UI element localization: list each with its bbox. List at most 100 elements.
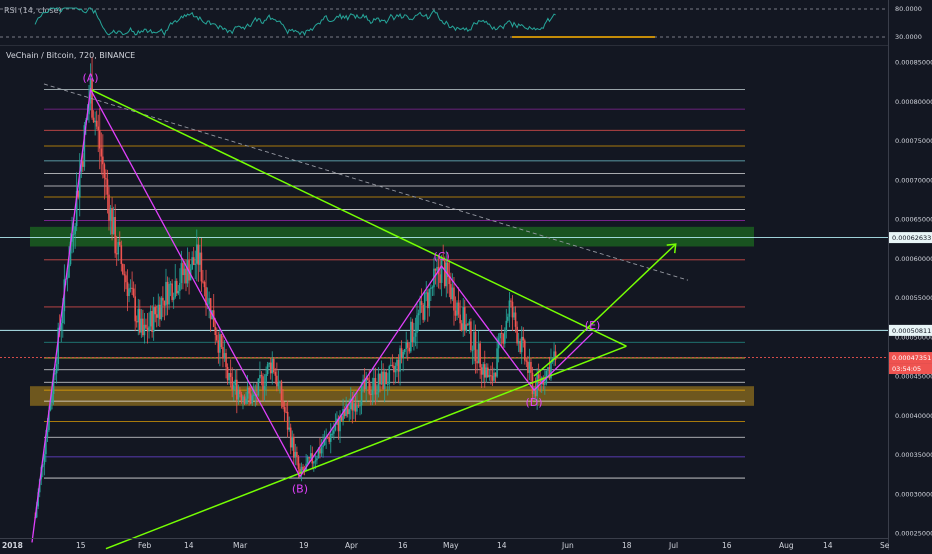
candle[interactable] [483,350,486,388]
candle[interactable] [457,287,460,318]
candle[interactable] [105,169,107,196]
candle[interactable] [199,244,201,272]
candle[interactable] [533,385,535,401]
candle[interactable] [397,354,400,384]
candle[interactable] [383,368,386,403]
candle[interactable] [162,286,164,318]
candle[interactable] [530,357,532,382]
candle[interactable] [467,323,469,326]
candle[interactable] [494,372,497,383]
candle[interactable] [132,281,135,298]
candle[interactable] [451,273,454,302]
candle[interactable] [428,288,431,317]
candle[interactable] [334,413,337,432]
candle[interactable] [106,169,109,214]
candle[interactable] [380,360,383,386]
candle[interactable] [459,300,461,331]
candle[interactable] [260,371,263,386]
candle[interactable] [426,289,429,322]
candle[interactable] [448,260,451,298]
candle[interactable] [505,308,508,339]
candle[interactable] [500,324,503,348]
candle[interactable] [194,250,197,280]
candle[interactable] [269,358,272,380]
candle[interactable] [154,304,156,323]
wave-label[interactable]: (A) [82,71,98,84]
candle[interactable] [366,377,369,381]
candle[interactable] [179,268,181,300]
candle[interactable] [430,284,432,302]
abcde-wave-path[interactable] [31,87,594,543]
candle[interactable] [94,111,96,136]
candle[interactable] [524,338,526,365]
candle[interactable] [100,132,103,175]
candle[interactable] [152,296,155,341]
candle[interactable] [480,364,483,389]
candle[interactable] [553,342,555,367]
candle[interactable] [289,423,292,455]
candle[interactable] [360,381,363,415]
candle[interactable] [539,371,541,393]
candle[interactable] [328,433,331,445]
candle[interactable] [508,291,511,328]
candle[interactable] [95,110,98,130]
candle[interactable] [166,276,169,316]
candle[interactable] [391,354,394,368]
candle[interactable] [454,296,457,321]
rsi-label[interactable]: RSI (14, close) [4,6,62,15]
candle[interactable] [496,336,498,378]
candle[interactable] [544,370,546,395]
candle[interactable] [471,345,474,365]
candle[interactable] [499,332,501,345]
candle[interactable] [103,162,106,200]
candle[interactable] [197,237,200,282]
candle[interactable] [377,367,380,398]
candle[interactable] [217,331,220,364]
candle[interactable] [223,340,226,362]
candle[interactable] [373,367,375,403]
supply-zone[interactable] [30,226,754,247]
candle[interactable] [490,365,492,385]
candle[interactable] [354,395,357,422]
candle[interactable] [390,358,392,367]
candle[interactable] [323,430,326,446]
candle[interactable] [191,251,193,270]
candle[interactable] [414,317,417,347]
candle[interactable] [410,317,412,354]
candle[interactable] [349,387,352,420]
candle[interactable] [374,367,377,405]
candle[interactable] [309,445,312,460]
candle[interactable] [431,285,434,297]
candle[interactable] [89,63,92,111]
candle[interactable] [416,301,418,349]
candle[interactable] [400,340,403,364]
candle[interactable] [322,433,324,458]
candle[interactable] [463,299,466,336]
candle[interactable] [525,358,528,368]
candle[interactable] [237,384,240,405]
candle[interactable] [231,367,233,398]
candle[interactable] [356,392,358,415]
candle[interactable] [129,279,132,293]
candle[interactable] [268,362,270,368]
candle[interactable] [394,362,397,384]
candle[interactable] [131,271,133,296]
candle[interactable] [306,455,309,466]
candle[interactable] [263,374,266,402]
candle[interactable] [146,312,149,344]
candle[interactable] [423,290,426,322]
candle[interactable] [393,362,395,385]
candle[interactable] [408,342,411,354]
candle[interactable] [288,416,290,432]
candle[interactable] [78,153,81,217]
candle[interactable] [135,315,138,328]
candle[interactable] [98,108,101,170]
candle[interactable] [470,318,472,353]
candle[interactable] [485,363,488,383]
candle[interactable] [440,254,443,297]
candle[interactable] [82,153,84,173]
candle[interactable] [57,322,59,371]
candle[interactable] [134,284,136,332]
candle[interactable] [239,387,241,398]
